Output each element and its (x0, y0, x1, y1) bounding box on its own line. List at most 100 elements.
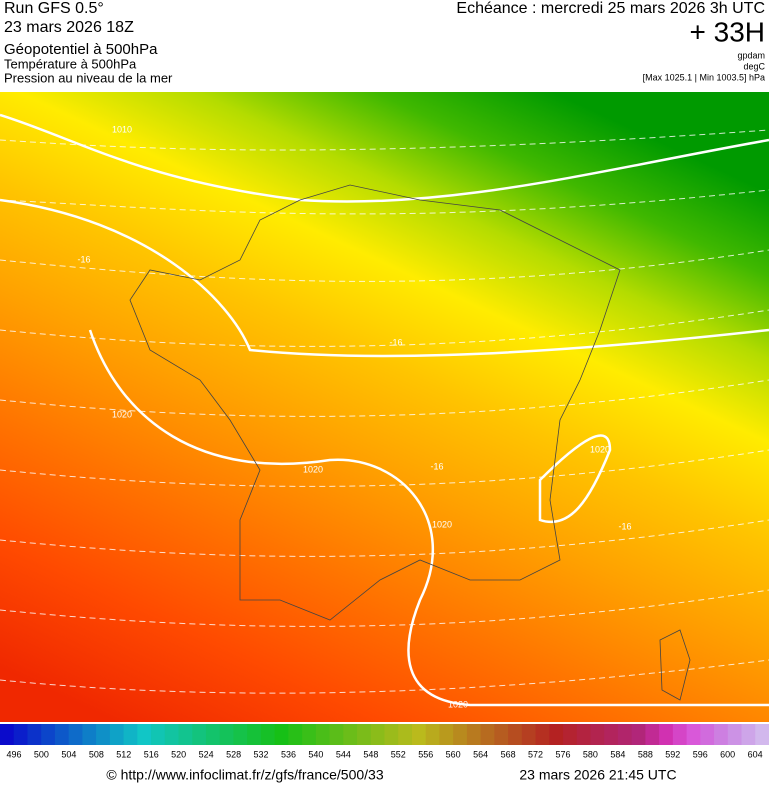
colorbar-swatch (82, 724, 97, 745)
contour-label: 1020 (432, 519, 452, 529)
colorbar-swatch (480, 724, 495, 745)
colorbar-swatch (178, 724, 193, 745)
isobars (0, 113, 769, 707)
colorbar-label: 516 (144, 749, 159, 759)
colorbar-swatch (617, 724, 633, 745)
colorbar-label: 560 (446, 749, 461, 759)
colorbar-label: 588 (638, 749, 653, 759)
colorbar-swatch (137, 724, 152, 745)
colorbar-swatch (631, 724, 646, 745)
colorbar-label: 592 (665, 749, 680, 759)
colorbar-swatch (205, 724, 221, 745)
colorbar-label: 600 (720, 749, 735, 759)
colorbar-swatch (27, 724, 42, 745)
map-field (0, 92, 769, 722)
colorbar-swatch (755, 724, 769, 745)
contour-label: 1020 (448, 699, 468, 709)
colorbar-swatch (645, 724, 660, 745)
colorbar-swatch (233, 724, 248, 745)
colorbar-label: 496 (6, 749, 21, 759)
colorbar-label: 556 (418, 749, 433, 759)
colorbar-swatch (563, 724, 578, 745)
colorbar-swatch (302, 724, 317, 745)
field: Température à 500hPa (4, 56, 137, 71)
colorbar-label: 548 (363, 749, 378, 759)
colorbar-label: 520 (171, 749, 186, 759)
field: Géopotentiel à 500hPa (4, 41, 158, 58)
colorbar-swatch (659, 724, 674, 745)
colorbar-swatch (247, 724, 262, 745)
colorbar-swatch (151, 724, 166, 745)
colorbar-swatch (68, 724, 83, 745)
contour-label: 1020 (303, 464, 323, 474)
colorbar-label: 552 (391, 749, 406, 759)
colorbar-swatch (453, 724, 468, 745)
colorbar-label: 500 (34, 749, 49, 759)
colorbar-swatch (576, 724, 591, 745)
colorbar-swatch (41, 724, 56, 745)
colorbar-swatch (398, 724, 413, 745)
colorbar-swatch (549, 724, 564, 745)
colorbar-swatch (0, 724, 15, 745)
colorbar-swatch (604, 724, 619, 745)
contour-label: -16 (389, 337, 402, 347)
colorbar-swatch (672, 724, 688, 745)
colorbar-swatch (411, 724, 427, 745)
coastlines (129, 184, 691, 701)
colorbar-swatch (164, 724, 180, 745)
colorbar-swatch (700, 724, 715, 745)
colorbar-label: 512 (116, 749, 131, 759)
colorbar-label: 536 (281, 749, 296, 759)
colorbar-label: 544 (336, 749, 351, 759)
contour-label: 1020 (590, 444, 610, 454)
colorbar-label: 524 (199, 749, 214, 759)
contour-label: -16 (77, 254, 90, 264)
colorbar-swatch (219, 724, 234, 745)
colorbar-swatch (494, 724, 509, 745)
colorbar-label: 604 (748, 749, 763, 759)
colorbar-label: 540 (308, 749, 323, 759)
colorbar-swatch (288, 724, 303, 745)
colorbar-swatch (13, 724, 28, 745)
colorbar-swatch (329, 724, 344, 745)
colorbar-swatch (357, 724, 372, 745)
colorbar-label: 564 (473, 749, 488, 759)
colorbar-swatch (109, 724, 125, 745)
lead-time: + 33H (690, 16, 766, 47)
colorbar-swatch (343, 724, 358, 745)
colorbar-swatch (521, 724, 537, 745)
colorbar-swatch (425, 724, 440, 745)
colorbar-swatch (508, 724, 523, 745)
colorbar-swatch (466, 724, 482, 745)
contour-label: -16 (430, 461, 443, 471)
colorbar-swatch (370, 724, 385, 745)
colorbar-swatch (741, 724, 756, 745)
colorbar-swatch (727, 724, 743, 745)
unit: [Max 1025.1 | Min 1003.5] hPa (643, 72, 765, 82)
field: Pression au niveau de la mer (4, 70, 173, 85)
footer-time: 23 mars 2026 21:45 UTC (519, 767, 676, 783)
contour-label: -16 (618, 521, 631, 531)
colorbar-swatch (192, 724, 207, 745)
colorbar-label: 584 (610, 749, 625, 759)
colorbar-swatch (315, 724, 331, 745)
colorbar-label: 576 (555, 749, 570, 759)
isotherms (0, 129, 769, 694)
colorbar-label: 528 (226, 749, 241, 759)
colorbar-swatch (535, 724, 550, 745)
colorbar-swatch (714, 724, 729, 745)
footer-url: © http://www.infoclimat.fr/z/gfs/france/… (106, 767, 383, 783)
colorbar-label: 596 (693, 749, 708, 759)
colorbar-swatch (686, 724, 701, 745)
colorbar-label: 504 (61, 749, 76, 759)
colorbar-swatch (274, 724, 289, 745)
unit: gpdam (737, 50, 765, 60)
colorbar-swatch (54, 724, 70, 745)
colorbar-swatch (123, 724, 138, 745)
colorbar-swatch (439, 724, 454, 745)
run: Run GFS 0.5° (4, 0, 104, 17)
colorbar-swatch (590, 724, 605, 745)
unit: degC (743, 61, 765, 71)
